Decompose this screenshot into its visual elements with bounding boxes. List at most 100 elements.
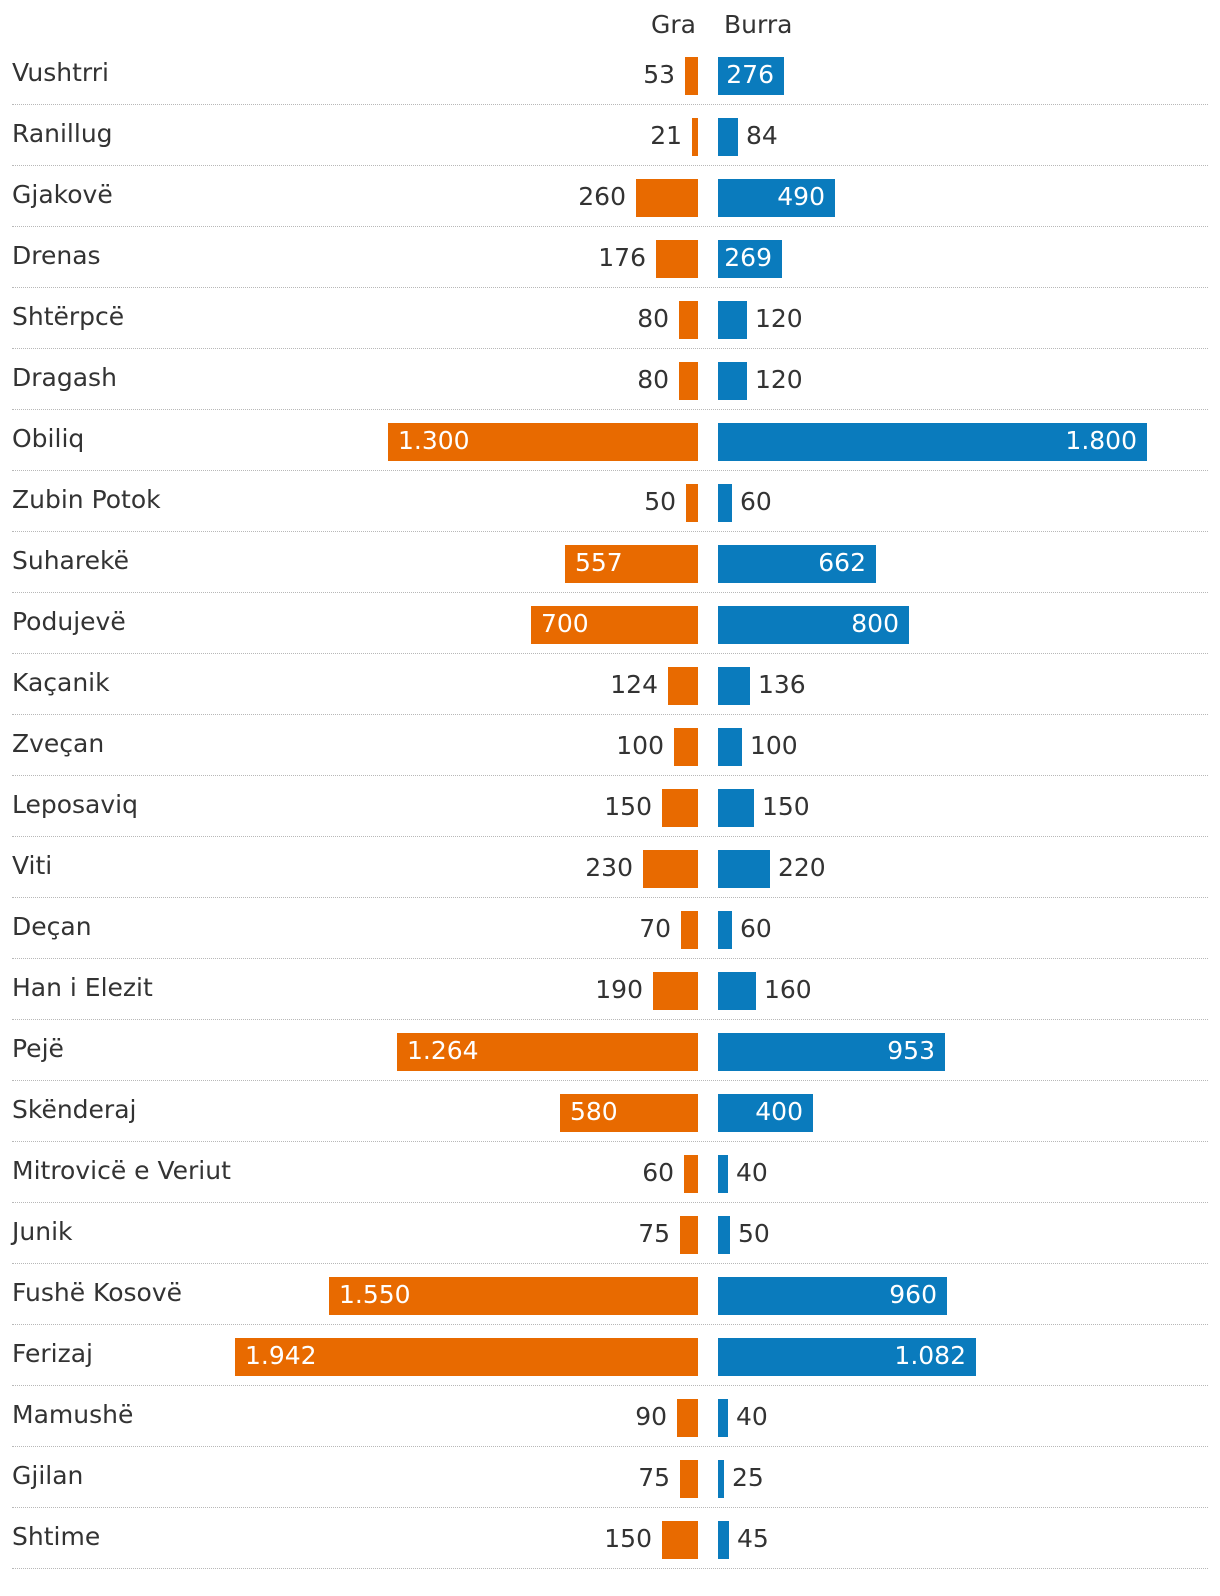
bar-gra <box>680 1460 698 1498</box>
chart-row: Drenas 176 269 <box>12 227 1208 288</box>
value-label-gra: 75 <box>638 1463 670 1492</box>
category-label: Ranillug <box>12 119 113 148</box>
chart-row: Leposaviq 150 150 <box>12 776 1208 837</box>
bar-burra <box>718 1399 728 1437</box>
value-label-gra: 70 <box>639 914 671 943</box>
category-label: Zubin Potok <box>12 485 161 514</box>
row-divider <box>12 1385 1208 1386</box>
value-label-gra: 150 <box>604 1524 652 1553</box>
value-label-burra: 953 <box>887 1036 935 1065</box>
value-label-burra: 136 <box>758 670 806 699</box>
value-label-burra: 60 <box>740 914 772 943</box>
bar-gra <box>684 1155 698 1193</box>
bar-burra <box>718 1338 976 1376</box>
value-label-gra: 260 <box>578 182 626 211</box>
bar-gra <box>662 789 698 827</box>
category-label: Zveçan <box>12 729 105 758</box>
value-label-gra: 80 <box>637 304 669 333</box>
chart-row: Mitrovicë e Veriut 60 40 <box>12 1142 1208 1203</box>
value-label-burra: 276 <box>726 60 774 89</box>
category-label: Gjilan <box>12 1461 84 1490</box>
chart-row: Suharekë 557 662 <box>12 532 1208 593</box>
category-label: Fushë Kosovë <box>12 1278 182 1307</box>
bar-burra <box>718 545 876 583</box>
value-label-gra: 1.264 <box>407 1036 479 1065</box>
bar-gra <box>560 1094 698 1132</box>
value-label-burra: 60 <box>740 487 772 516</box>
value-label-burra: 45 <box>737 1524 769 1553</box>
row-divider <box>12 714 1208 715</box>
chart-row: Gjilan 75 25 <box>12 1447 1208 1508</box>
row-divider <box>12 165 1208 166</box>
bar-gra <box>685 57 698 95</box>
bar-gra <box>565 545 698 583</box>
chart-row: Zveçan 100 100 <box>12 715 1208 776</box>
legend-gra: Gra <box>651 10 696 39</box>
chart-row: Mamushë 90 40 <box>12 1386 1208 1447</box>
bar-gra <box>692 118 698 156</box>
bar-gra <box>397 1033 698 1071</box>
category-label: Leposaviq <box>12 790 138 819</box>
bar-burra <box>718 1155 728 1193</box>
bar-burra <box>718 606 909 644</box>
row-divider <box>12 775 1208 776</box>
chart-row: Han i Elezit 190 160 <box>12 959 1208 1020</box>
bar-gra <box>388 423 698 461</box>
chart-row: Ranillug 21 84 <box>12 105 1208 166</box>
value-label-gra: 100 <box>616 731 664 760</box>
value-label-gra: 150 <box>604 792 652 821</box>
bar-burra <box>718 484 732 522</box>
category-label: Kaçanik <box>12 668 110 697</box>
category-label: Pejë <box>12 1034 64 1063</box>
value-label-gra: 53 <box>643 60 675 89</box>
category-label: Dragash <box>12 363 117 392</box>
bar-gra <box>235 1338 698 1376</box>
bar-gra <box>680 1216 698 1254</box>
category-label: Skënderaj <box>12 1095 137 1124</box>
value-label-burra: 25 <box>732 1463 764 1492</box>
bar-burra <box>718 1216 730 1254</box>
row-divider <box>12 1263 1208 1264</box>
value-label-gra: 1.550 <box>339 1280 411 1309</box>
bar-gra <box>674 728 698 766</box>
value-label-gra: 60 <box>642 1158 674 1187</box>
bar-burra <box>718 179 835 217</box>
bar-gra <box>643 850 698 888</box>
value-label-burra: 120 <box>755 304 803 333</box>
value-label-burra: 1.800 <box>1065 426 1137 455</box>
category-label: Mamushë <box>12 1400 134 1429</box>
value-label-gra: 557 <box>575 548 623 577</box>
chart-row: Vushtrri 53 276 <box>12 44 1208 105</box>
value-label-burra: 120 <box>755 365 803 394</box>
value-label-burra: 220 <box>778 853 826 882</box>
bar-gra <box>329 1277 698 1315</box>
category-label: Han i Elezit <box>12 973 153 1002</box>
legend-burra: Burra <box>724 10 793 39</box>
category-label: Deçan <box>12 912 92 941</box>
chart-row: Obiliq 1.300 1.800 <box>12 410 1208 471</box>
row-divider <box>12 470 1208 471</box>
row-divider <box>12 1568 1208 1569</box>
row-divider <box>12 1019 1208 1020</box>
row-divider <box>12 104 1208 105</box>
value-label-gra: 80 <box>637 365 669 394</box>
value-label-burra: 40 <box>736 1402 768 1431</box>
chart-row: Ferizaj 1.942 1.082 <box>12 1325 1208 1386</box>
category-label: Drenas <box>12 241 101 270</box>
chart-row: Deçan 70 60 <box>12 898 1208 959</box>
bar-burra <box>718 240 782 278</box>
category-label: Ferizaj <box>12 1339 94 1368</box>
bar-burra <box>718 57 784 95</box>
chart-row: Zubin Potok 50 60 <box>12 471 1208 532</box>
row-divider <box>12 409 1208 410</box>
chart-row: Dragash 80 120 <box>12 349 1208 410</box>
category-label: Shtërpcë <box>12 302 125 331</box>
chart-row: Pejë 1.264 953 <box>12 1020 1208 1081</box>
bar-gra <box>531 606 698 644</box>
category-label: Podujevë <box>12 607 126 636</box>
bar-gra <box>681 911 698 949</box>
row-divider <box>12 1202 1208 1203</box>
bar-burra <box>718 118 738 156</box>
bar-burra <box>718 1094 813 1132</box>
row-divider <box>12 592 1208 593</box>
